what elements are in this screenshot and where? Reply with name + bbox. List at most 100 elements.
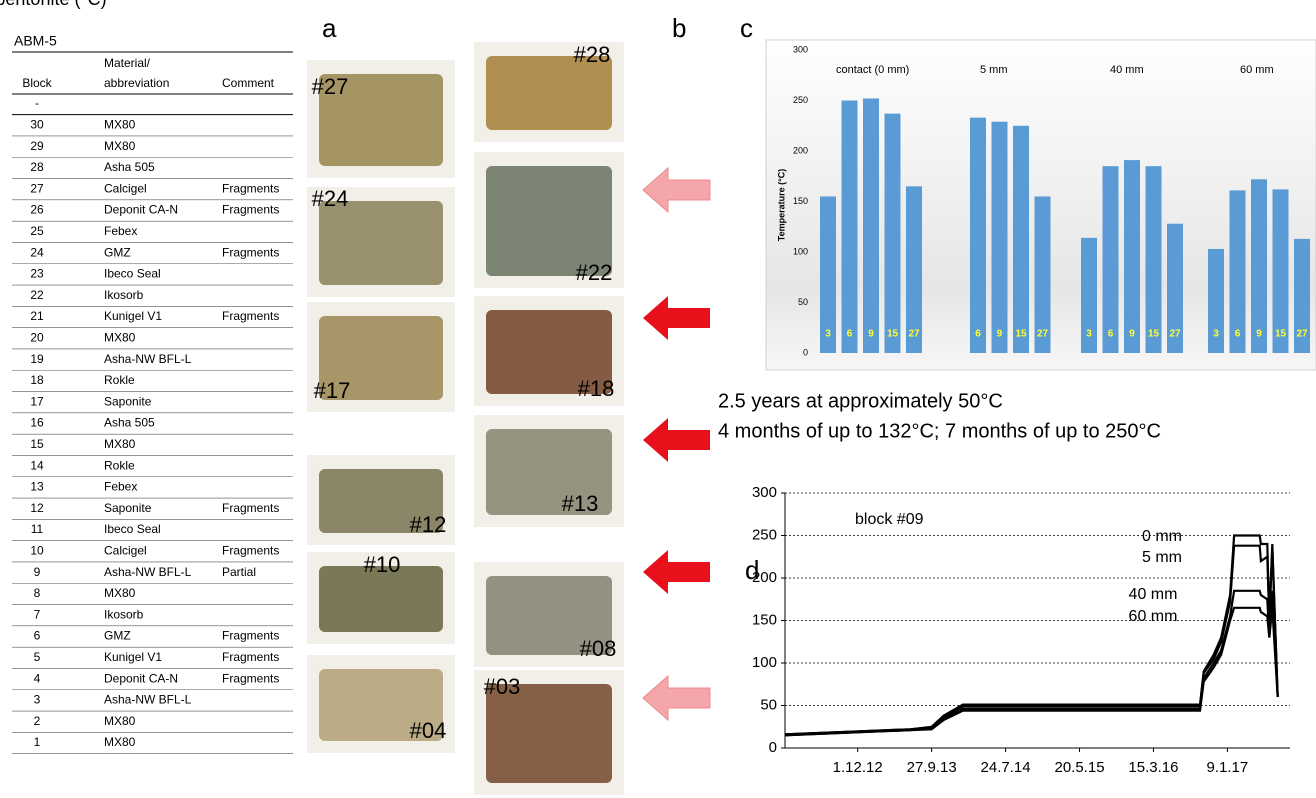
table-cell: Ikosorb bbox=[104, 607, 144, 621]
x-tick-label: 1.12.12 bbox=[833, 759, 883, 776]
bar-label: 15 bbox=[1275, 329, 1287, 340]
x-tick-label: 15.3.16 bbox=[1128, 759, 1178, 776]
caption: 4 months of up to 132°C; 7 months of up … bbox=[718, 420, 1161, 442]
table-cell: Ibeco Seal bbox=[104, 267, 161, 281]
table-cell: Fragments bbox=[222, 501, 279, 515]
series-label: 5 mm bbox=[1142, 549, 1182, 566]
y-tick-label: 0 bbox=[803, 347, 808, 357]
bar-label: 27 bbox=[1037, 329, 1049, 340]
series-label: 0 mm bbox=[1142, 528, 1182, 545]
table-cell: GMZ bbox=[104, 629, 131, 643]
table-header: Comment bbox=[222, 76, 275, 90]
table-cell: Febex bbox=[104, 480, 137, 494]
series-label: 60 mm bbox=[1129, 608, 1178, 625]
specimen bbox=[486, 684, 612, 783]
photo-label: #17 bbox=[314, 378, 351, 403]
table-cell: MX80 bbox=[104, 714, 136, 728]
table-cell: Rokle bbox=[104, 373, 135, 387]
photo-label: #04 bbox=[410, 718, 447, 743]
arrow bbox=[643, 418, 710, 462]
table-header: Block bbox=[22, 76, 52, 90]
table-cell: 9 bbox=[34, 565, 41, 579]
table-cell: Fragments bbox=[222, 203, 279, 217]
photo-label: #28 bbox=[574, 42, 611, 67]
table-cell: Kunigel V1 bbox=[104, 309, 162, 323]
table-cell: 2 bbox=[34, 714, 41, 728]
group-label: 60 mm bbox=[1240, 64, 1274, 76]
table-cell: 18 bbox=[30, 373, 44, 387]
arrow bbox=[643, 168, 710, 212]
line bbox=[785, 536, 1278, 735]
bar bbox=[992, 122, 1008, 353]
table-cell: Deponit CA-N bbox=[104, 671, 178, 685]
y-tick-label: 200 bbox=[752, 569, 777, 586]
y-tick-label: 300 bbox=[752, 484, 777, 501]
table-cell: Ibeco Seal bbox=[104, 522, 161, 536]
photo-label: #10 bbox=[364, 552, 401, 577]
y-tick-label: 150 bbox=[793, 196, 808, 206]
y-tick-label: 300 bbox=[793, 44, 808, 54]
table-cell: Saponite bbox=[104, 394, 152, 408]
table-cell: 28 bbox=[30, 160, 44, 174]
bar-label: 27 bbox=[908, 329, 920, 340]
table-cell: MX80 bbox=[104, 117, 136, 131]
table-cell: MX80 bbox=[104, 735, 136, 749]
table-cell: 6 bbox=[34, 629, 41, 643]
bar bbox=[1146, 166, 1162, 353]
table-cell: 25 bbox=[30, 224, 44, 238]
arrow bbox=[643, 550, 710, 594]
photo-label: #08 bbox=[580, 636, 617, 661]
y-tick-label: 50 bbox=[760, 696, 777, 713]
y-tick-label: 250 bbox=[752, 526, 777, 543]
photo-label: #18 bbox=[578, 376, 615, 401]
photo-label: #03 bbox=[484, 674, 521, 699]
y-tick-label: 100 bbox=[793, 246, 808, 256]
bar-label: 3 bbox=[1213, 329, 1219, 340]
photo-label: #24 bbox=[312, 186, 349, 211]
bar-label: 9 bbox=[868, 329, 874, 340]
table-cell: 1 bbox=[34, 735, 41, 749]
bar-label: 6 bbox=[1235, 329, 1241, 340]
table-cell: 13 bbox=[30, 480, 44, 494]
panel-label: b bbox=[672, 13, 686, 43]
table-cell: MX80 bbox=[104, 586, 136, 600]
table-cell: Rokle bbox=[104, 458, 135, 472]
bar bbox=[1124, 160, 1140, 353]
photo-label: #13 bbox=[562, 491, 599, 516]
y-tick-label: 200 bbox=[793, 145, 808, 155]
bar-label: 15 bbox=[887, 329, 899, 340]
table-cell: 14 bbox=[30, 458, 44, 472]
table-header: Material/abbreviation bbox=[104, 56, 169, 90]
arrow bbox=[643, 676, 710, 720]
panel-label: c bbox=[740, 13, 753, 43]
line bbox=[785, 546, 1278, 735]
photo-label: #22 bbox=[576, 260, 613, 285]
group-label: contact (0 mm) bbox=[836, 64, 909, 76]
table-cell: Asha 505 bbox=[104, 160, 155, 174]
bar-label: 9 bbox=[997, 329, 1003, 340]
bar-label: 15 bbox=[1148, 329, 1160, 340]
table-cell: Asha-NW BFL-L bbox=[104, 352, 192, 366]
table-cell: Fragments bbox=[222, 650, 279, 664]
table-cell: 3 bbox=[34, 693, 41, 707]
table-cell: 23 bbox=[30, 267, 44, 281]
table-cell: 21 bbox=[30, 309, 44, 323]
y-tick-label: 100 bbox=[752, 654, 777, 671]
table-cell: Asha-NW BFL-L bbox=[104, 565, 192, 579]
bar-label: 6 bbox=[1108, 329, 1114, 340]
table-cell: 10 bbox=[30, 543, 44, 557]
table-cell: 5 bbox=[34, 650, 41, 664]
bar bbox=[970, 118, 986, 353]
table-cell: Fragments bbox=[222, 309, 279, 323]
table-cell: 15 bbox=[30, 437, 44, 451]
table-cell: Kunigel V1 bbox=[104, 650, 162, 664]
table-cell: Fragments bbox=[222, 245, 279, 259]
table-cell: 7 bbox=[34, 607, 41, 621]
table-cell: Ikosorb bbox=[104, 288, 144, 302]
specimen bbox=[486, 56, 612, 130]
arrow bbox=[643, 296, 710, 340]
table-cell: Febex bbox=[104, 224, 137, 238]
specimen bbox=[319, 201, 443, 285]
photo-label: #27 bbox=[312, 74, 349, 99]
table-cell: Calcigel bbox=[104, 181, 147, 195]
